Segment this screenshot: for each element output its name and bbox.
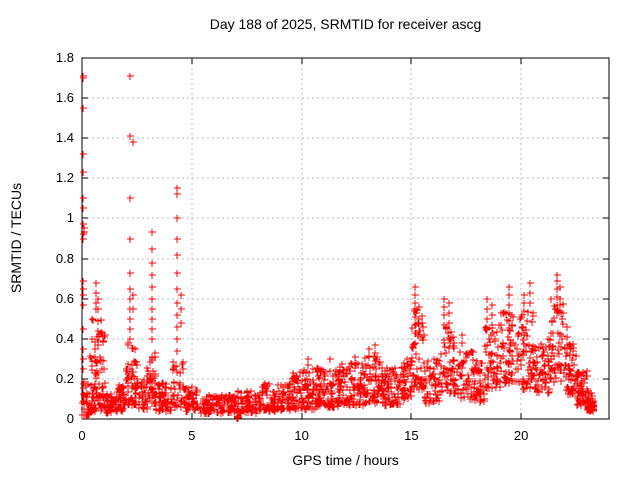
y-tick-label: 0.2 xyxy=(55,370,74,386)
y-tick-label: 0.4 xyxy=(55,330,74,346)
scatter-points xyxy=(79,73,597,422)
x-tick-label: 5 xyxy=(188,428,196,443)
grid-lines xyxy=(82,58,609,419)
x-axis-label: GPS time / hours xyxy=(292,452,399,468)
y-tick-label: 1.4 xyxy=(55,130,74,146)
y-tick-label: 1.2 xyxy=(55,170,74,186)
x-tick-label: 15 xyxy=(404,428,419,443)
y-tick-label: 0 xyxy=(66,411,74,426)
x-tick-label: 10 xyxy=(294,428,309,443)
y-tick-label: 0.8 xyxy=(55,250,74,266)
y-tick-label: 0.6 xyxy=(55,290,74,306)
y-tick-label: 1.8 xyxy=(55,50,74,65)
x-tick-label: 20 xyxy=(513,428,529,443)
y-tick-label: 1 xyxy=(66,210,74,226)
y-tick-label: 1.6 xyxy=(55,90,74,106)
x-tick-label: 0 xyxy=(78,428,86,443)
chart-title: Day 188 of 2025, SRMTID for receiver asc… xyxy=(209,16,482,32)
